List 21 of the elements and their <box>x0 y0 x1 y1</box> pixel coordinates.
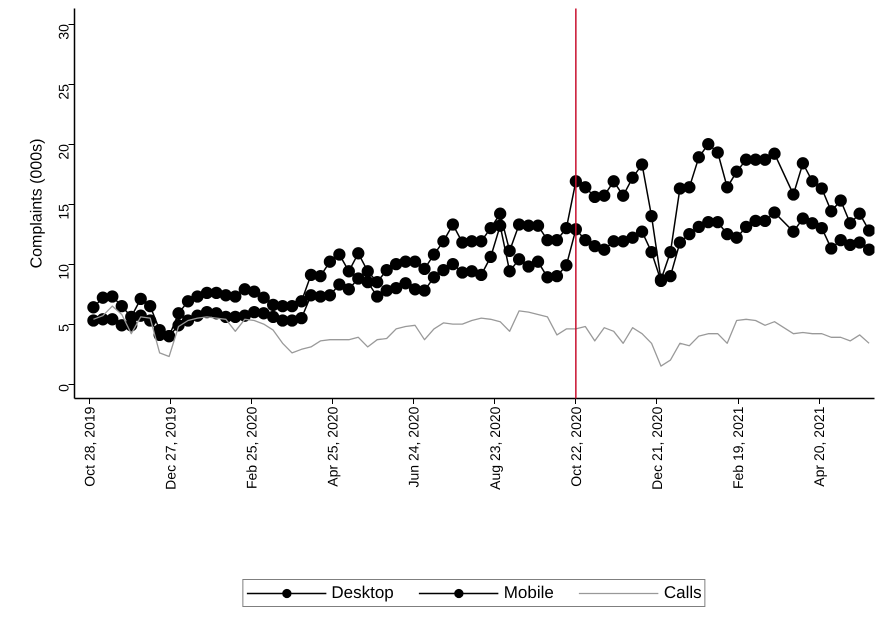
legend-label: Mobile <box>504 583 554 603</box>
y-tick-label: 5 <box>56 324 72 332</box>
y-tick-label: 20 <box>56 144 72 160</box>
x-tick-label: Aug 23, 2020 <box>486 406 503 490</box>
x-tick-label: Feb 19, 2021 <box>730 406 746 490</box>
x-tick-label: Oct 28, 2019 <box>81 406 98 487</box>
y-tick-label: 0 <box>56 384 72 392</box>
x-tick-label: Dec 21, 2020 <box>648 406 665 490</box>
y-tick-label: 10 <box>56 264 72 280</box>
x-tick-label: Dec 27, 2019 <box>162 406 178 490</box>
y-axis-title: Complaints (000s) <box>28 138 46 268</box>
y-tick-label: 30 <box>56 24 72 40</box>
x-tick-label: Feb 25, 2020 <box>244 406 260 490</box>
x-tick-label: Oct 22, 2020 <box>568 406 584 487</box>
legend-label: Desktop <box>331 583 394 603</box>
x-tick-label: Apr 25, 2020 <box>324 406 341 487</box>
x-tick-label: Apr 20, 2021 <box>811 406 828 487</box>
y-tick-label: 15 <box>56 204 72 220</box>
x-tick-label: Jun 24, 2020 <box>406 406 422 488</box>
y-tick-label: 25 <box>56 84 72 100</box>
legend-label: Calls <box>664 583 702 603</box>
